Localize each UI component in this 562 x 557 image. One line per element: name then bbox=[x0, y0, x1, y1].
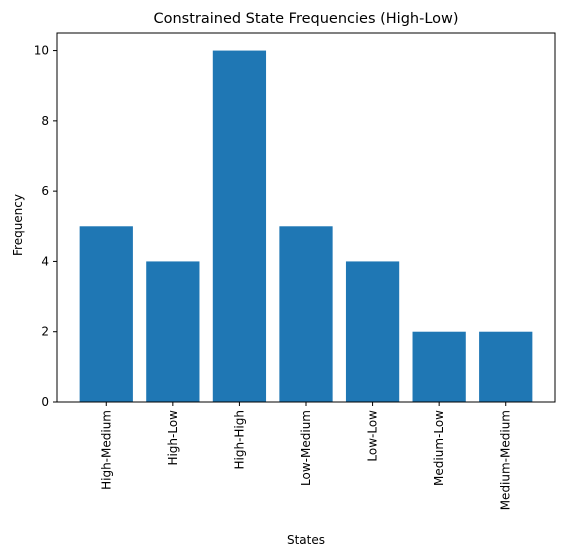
y-axis: 0 2 4 6 8 10 bbox=[34, 44, 57, 409]
plot-frame bbox=[56, 32, 556, 403]
y-tick-label: 10 bbox=[34, 44, 49, 58]
bar-medium-low bbox=[412, 331, 466, 402]
y-tick-label: 8 bbox=[41, 114, 49, 128]
chart-title: Constrained State Frequencies (High-Low) bbox=[153, 11, 458, 27]
x-tick-label: High-High bbox=[232, 410, 246, 470]
bar-low-medium bbox=[279, 226, 333, 402]
bar-low-low bbox=[345, 261, 400, 402]
x-tick-label: High-Medium bbox=[99, 410, 113, 490]
bar-high-high bbox=[212, 50, 267, 402]
y-tick-label: 4 bbox=[41, 254, 49, 268]
x-tick-label: Medium-Low bbox=[432, 410, 446, 486]
bar-high-medium bbox=[79, 226, 133, 402]
y-tick-label: 2 bbox=[41, 325, 49, 339]
bar-high-low bbox=[146, 261, 200, 402]
y-tick-label: 0 bbox=[41, 395, 49, 409]
x-tick-label: Medium-Medium bbox=[499, 410, 513, 510]
x-axis: High-Medium High-Low High-High Low-Medium Lo… bbox=[99, 402, 513, 510]
x-tick-label: Low-Medium bbox=[299, 410, 313, 486]
y-axis-label: Frequency bbox=[11, 194, 25, 256]
bars-group bbox=[79, 50, 533, 402]
x-tick-label: High-Low bbox=[166, 410, 180, 466]
x-tick-label: Low-Low bbox=[366, 410, 380, 462]
bar-medium-medium bbox=[479, 331, 533, 402]
x-axis-label: States bbox=[287, 533, 325, 547]
y-tick-label: 6 bbox=[41, 184, 49, 198]
